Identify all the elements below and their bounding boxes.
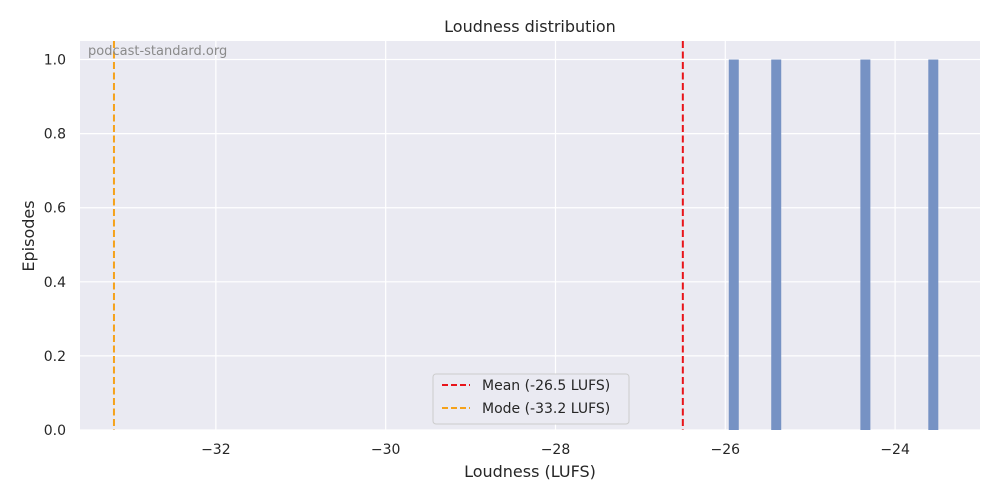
x-axis-ticks: −32 −30 −28 −26 −24 bbox=[201, 442, 910, 458]
watermark-text: podcast-standard.org bbox=[88, 44, 227, 59]
x-tick-label: −30 bbox=[371, 442, 401, 458]
grid-lines bbox=[80, 41, 980, 431]
x-tick-label: −26 bbox=[711, 442, 741, 458]
chart-title: Loudness distribution bbox=[444, 17, 616, 36]
y-tick-label: 0.4 bbox=[44, 275, 66, 291]
y-tick-label: 0.2 bbox=[44, 349, 66, 365]
legend-mean-label: Mean (-26.5 LUFS) bbox=[482, 378, 610, 394]
y-axis-label: Episodes bbox=[19, 200, 38, 271]
y-axis-ticks: 0.0 0.2 0.4 0.6 0.8 1.0 bbox=[44, 53, 66, 439]
reference-lines bbox=[112, 41, 684, 430]
x-tick-label: −28 bbox=[541, 442, 571, 458]
histogram-bars bbox=[728, 59, 939, 431]
x-tick-label: −32 bbox=[201, 442, 231, 458]
histogram-bar bbox=[771, 59, 782, 431]
legend-mode-label: Mode (-33.2 LUFS) bbox=[482, 401, 610, 417]
y-tick-label: 1.0 bbox=[44, 53, 66, 69]
plot-area bbox=[80, 41, 980, 430]
x-tick-label: −24 bbox=[880, 442, 910, 458]
y-tick-label: 0.6 bbox=[44, 201, 66, 217]
histogram-bar bbox=[928, 59, 939, 431]
legend: Mean (-26.5 LUFS) Mode (-33.2 LUFS) bbox=[432, 373, 630, 425]
y-tick-label: 0.0 bbox=[44, 423, 66, 439]
x-axis-label: Loudness (LUFS) bbox=[464, 462, 596, 481]
legend-box bbox=[432, 373, 630, 425]
histogram-bar bbox=[860, 59, 871, 431]
y-tick-label: 0.8 bbox=[44, 127, 66, 143]
histogram-bar bbox=[728, 59, 739, 431]
